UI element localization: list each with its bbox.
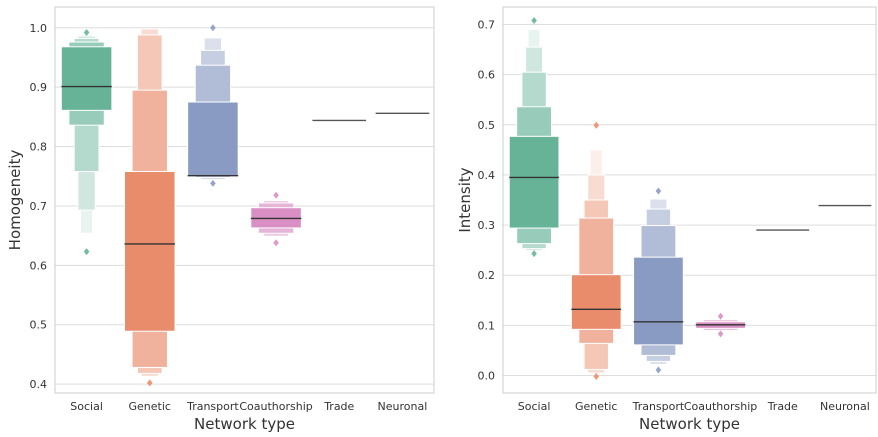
x-tick-label: Genetic bbox=[129, 400, 171, 413]
y-tick-label: 1.0 bbox=[30, 22, 48, 35]
x-tick-label: Neuronal bbox=[820, 400, 870, 413]
y-tick-label: 0.4 bbox=[30, 378, 48, 391]
boxen-box-genetic bbox=[570, 274, 622, 330]
plot-frame bbox=[502, 6, 877, 394]
x-tick-label: Coauthorship bbox=[684, 400, 757, 413]
outlier-point bbox=[210, 179, 216, 187]
outlier-point bbox=[273, 239, 279, 247]
outlier-point bbox=[531, 17, 537, 25]
x-tick-label: Genetic bbox=[575, 400, 617, 413]
boxen-box-transport bbox=[633, 256, 684, 346]
x-tick-label: Social bbox=[518, 400, 551, 413]
y-tick-label: 0.1 bbox=[478, 319, 496, 332]
boxen-box-social bbox=[60, 46, 113, 111]
boxen-box-social bbox=[508, 135, 560, 229]
outlier-point bbox=[655, 187, 662, 195]
y-tick-label: 0.9 bbox=[30, 81, 48, 94]
y-axis-label: Intensity bbox=[456, 167, 474, 232]
x-tick-label: Social bbox=[70, 400, 103, 413]
y-tick-label: 0.7 bbox=[478, 19, 496, 32]
x-axis-label: Network type bbox=[194, 415, 295, 433]
y-tick-label: 0.5 bbox=[478, 119, 496, 132]
plot-frame bbox=[54, 6, 435, 394]
outlier-point bbox=[531, 250, 537, 258]
x-tick-label: Coauthorship bbox=[239, 400, 312, 413]
y-tick-label: 0.7 bbox=[30, 200, 48, 213]
x-tick-label: Trade bbox=[767, 400, 798, 413]
y-tick-label: 0.6 bbox=[30, 259, 48, 272]
x-axis-label: Network type bbox=[639, 415, 740, 433]
outlier-point bbox=[717, 312, 724, 320]
boxen-box-genetic bbox=[123, 170, 176, 332]
outlier-point bbox=[717, 330, 724, 338]
homogeneity-panel: 0.4 0.5 0.6 0.7 0.8 0.9 1.0 Social Genetic Transp… bbox=[6, 6, 435, 433]
y-tick-label: 0.5 bbox=[30, 319, 48, 332]
y-tick-label: 0.0 bbox=[478, 369, 496, 382]
x-tick-label: Transport bbox=[186, 400, 239, 413]
outlier-point bbox=[83, 29, 90, 37]
intensity-panel: 0.0 0.1 0.2 0.3 0.4 0.5 0.6 0.7 Social Genetic Tra… bbox=[456, 6, 877, 433]
x-tick-label: Transport bbox=[632, 400, 685, 413]
x-tick-label: Trade bbox=[323, 400, 354, 413]
y-tick-label: 0.3 bbox=[478, 219, 496, 232]
x-tick-label: Neuronal bbox=[378, 400, 428, 413]
boxen-box-transport bbox=[187, 101, 239, 177]
outlier-point bbox=[655, 366, 662, 374]
y-tick-label: 0.4 bbox=[478, 169, 496, 182]
outlier-point bbox=[210, 24, 216, 32]
y-axis-label: Homogeneity bbox=[6, 150, 24, 251]
y-tick-label: 0.6 bbox=[478, 69, 496, 82]
y-tick-label: 0.2 bbox=[478, 269, 496, 282]
outlier-point bbox=[146, 379, 153, 387]
outlier-point bbox=[593, 121, 600, 129]
outlier-point bbox=[273, 191, 279, 199]
y-tick-label: 0.8 bbox=[30, 141, 48, 154]
outlier-point bbox=[593, 372, 600, 380]
outlier-point bbox=[83, 248, 90, 256]
